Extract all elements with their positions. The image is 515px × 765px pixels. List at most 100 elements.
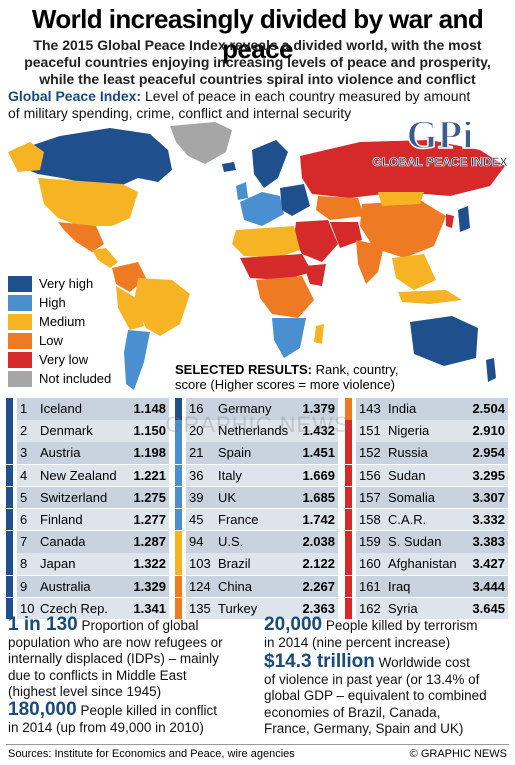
ranking-color-bar [175,553,182,575]
stat-conflict-value: 180,000 [8,699,77,720]
ranking-row-background [186,420,338,442]
ranking-color-bar [6,442,13,464]
ranking-color-bar [345,398,352,420]
region-korea [446,214,454,228]
ranking-row: 151 Nigeria 2.910 [345,420,508,442]
legend-swatch [8,333,32,349]
ranking-color-bar [345,486,352,509]
ranking-color-bar [6,553,13,575]
subheadline-line-2: peaceful countries enjoying increasing l… [24,54,491,70]
region-middle-east [294,220,338,262]
stat-refugees: 1 in 130 Proportion of global population… [8,615,258,701]
ranking-score: 3.332 [472,511,505,527]
region-peru-bolivia [116,286,144,330]
ranking-color-bar [175,464,182,487]
footer-divider [6,744,509,745]
ranking-score: 1.669 [302,467,335,483]
stat-refugees-line-4: due to conflicts in Middle East [8,667,187,683]
ranking-score: 1.275 [133,489,166,505]
ranking-score: 1.221 [133,467,166,483]
ranking-row-background [17,398,169,420]
ranking-country: S. Sudan [388,534,442,550]
ranking-row: 7 Canada 1.287 [6,531,169,553]
ranking-color-bar [345,464,352,487]
ranking-color-bar [175,486,182,509]
region-kazakhstan [316,196,364,220]
ranking-country: France [218,511,259,527]
ranking-score: 1.341 [133,600,166,616]
ranking-country: Afghanistan [388,556,457,572]
stat-terrorism-value: 20,000 [264,614,323,635]
ranking-row-background [356,442,508,464]
region-sahel [240,254,312,280]
ranking-score: 3.295 [472,467,505,483]
ranking-rank: 135 [189,600,211,616]
stat-cost-line-4: economies of Brazil, Canada, [264,704,441,720]
gpi-logo-mark: GPi [407,122,474,157]
ranking-row-background [17,508,169,531]
ranking-rank: 143 [359,401,381,416]
stat-conflict-line-1: People killed in conflict [76,703,218,718]
ranking-row: 16 Germany 1.379 [175,398,338,420]
ranking-score: 3.383 [472,534,505,550]
ranking-color-bar [345,508,352,531]
ranking-score: 1.287 [133,534,166,550]
ranking-color-bar [345,597,352,620]
world-peace-map: GPi GLOBAL PEACE INDEX [8,122,508,390]
stat-refugees-line-2: population who are now refugees or [8,634,223,650]
ranking-color-bar [345,553,352,575]
region-canada [12,128,172,186]
ranking-score: 1.685 [302,489,335,505]
ranking-color-bar [175,508,182,531]
gpi-logo: GPi GLOBAL PEACE INDEX [372,122,508,169]
legend-swatch [8,371,32,387]
legend-swatch [8,314,32,330]
ranking-row-background [356,420,508,442]
ranking-country: Spain [218,445,252,461]
ranking-score: 3.444 [472,578,505,594]
stat-refugees-line-5: (highest level since 1945) [8,684,162,699]
region-iran-afghanistan [330,222,362,248]
ranking-color-bar [6,486,13,509]
ranking-country: Syria [388,600,418,616]
ranking-score: 3.427 [472,556,505,572]
ranking-row: 6 Finland 1.277 [6,508,169,531]
ranking-color-bar [345,575,352,597]
ranking-row-background [17,486,169,509]
ranking-row-background [356,486,508,509]
ranking-row: 20 Netherlands 1.432 [175,420,338,442]
ranking-color-bar [6,464,13,487]
stat-cost-line-3: global GDP – equivalent to combined [264,688,487,703]
legend-label: Very high [39,276,94,291]
ranking-row: 4 New Zealand 1.221 [6,464,169,487]
ranking-row-background [17,553,169,575]
ranking-rank: 1 [20,401,28,416]
ranking-row: 160 Afghanistan 3.427 [345,553,508,575]
stat-refugees-line-3: internally displaced (IDPs) – mainly [8,651,219,666]
credit: © GRAPHIC NEWS [409,748,507,760]
ranking-row: 10 Czech Rep. 1.341 [6,597,169,620]
ranking-rank: 9 [20,578,28,594]
ranking-rank: 152 [359,445,381,461]
ranking-row-background [186,508,338,531]
ranking-row: 36 Italy 1.669 [175,464,338,487]
legend-label: High [39,295,66,310]
ranking-row-background [356,553,508,575]
ranking-country: Japan [40,556,76,572]
legend-label: Medium [39,314,86,329]
region-usa [38,178,138,226]
region-japan [458,206,470,232]
ranking-rank: 39 [189,489,204,505]
ranking-color-bar [6,597,13,620]
ranking-country: Iraq [388,578,411,594]
region-mongolia [378,192,424,206]
ranking-country: Iceland [40,401,82,416]
subheadline-line-3: while the least peaceful countries spira… [39,71,476,87]
gpi-intro-line-2: of military spending, crime, conflict an… [8,105,352,121]
stat-cost-value: $14.3 trillion [264,651,375,672]
ranking-color-bar [345,531,352,553]
ranking-row: 5 Switzerland 1.275 [6,486,169,509]
ranking-rank: 16 [189,401,204,416]
ranking-rank: 21 [189,445,204,461]
gpi-logo-name: GLOBAL PEACE INDEX [372,155,507,169]
